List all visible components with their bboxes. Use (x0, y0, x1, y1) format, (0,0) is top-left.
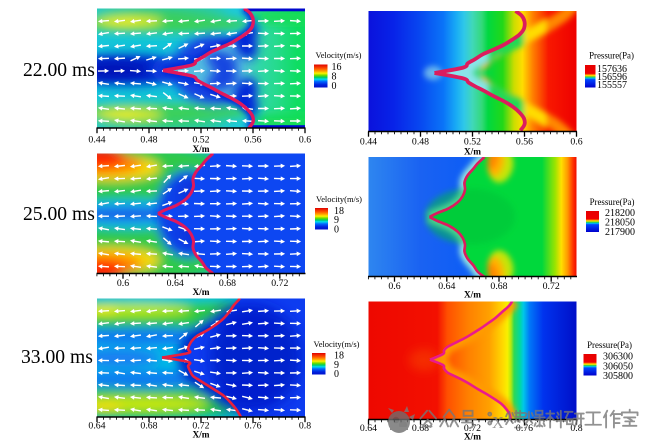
svg-text:0: 0 (334, 369, 339, 380)
svg-text:0.76: 0.76 (516, 423, 533, 434)
svg-text:X/m: X/m (464, 291, 481, 301)
svg-text:X/m: X/m (464, 148, 481, 158)
svg-text:0.52: 0.52 (192, 135, 209, 146)
svg-text:0.64: 0.64 (438, 281, 455, 292)
svg-text:0.6: 0.6 (388, 281, 400, 292)
svg-text:217900: 217900 (605, 227, 635, 238)
svg-text:0.48: 0.48 (412, 137, 429, 148)
svg-text:156596: 156596 (597, 72, 627, 83)
svg-text:0: 0 (334, 225, 339, 236)
svg-text:X/m: X/m (192, 431, 209, 441)
svg-text:8: 8 (332, 72, 337, 83)
svg-text:9: 9 (334, 215, 339, 226)
svg-text:218200: 218200 (605, 208, 635, 219)
svg-text:33.00 ms: 33.00 ms (21, 347, 93, 368)
svg-text:0.64: 0.64 (88, 421, 105, 432)
svg-text:0.8: 0.8 (299, 421, 311, 432)
svg-text:0.72: 0.72 (464, 423, 481, 434)
svg-text:0.72: 0.72 (543, 281, 560, 292)
svg-text:X/m: X/m (464, 433, 481, 443)
svg-text:0.72: 0.72 (192, 421, 209, 432)
svg-text:X/m: X/m (192, 145, 209, 155)
svg-text:0.48: 0.48 (140, 135, 157, 146)
svg-text:0: 0 (332, 81, 337, 92)
svg-text:0.52: 0.52 (464, 137, 481, 148)
svg-text:Pressure(Pa): Pressure(Pa) (590, 197, 635, 207)
svg-text:Velocity(m/s): Velocity(m/s) (314, 339, 360, 349)
svg-text:0.44: 0.44 (360, 137, 377, 148)
svg-text:0.68: 0.68 (490, 281, 507, 292)
svg-text:305800: 305800 (603, 371, 633, 382)
svg-text:16: 16 (332, 62, 342, 73)
svg-text:Velocity(m/s): Velocity(m/s) (316, 194, 362, 204)
svg-text:0.8: 0.8 (570, 423, 582, 434)
svg-text:0.6: 0.6 (570, 137, 582, 148)
svg-text:0.72: 0.72 (271, 278, 288, 289)
svg-text:0.6: 0.6 (117, 278, 129, 289)
svg-text:0.56: 0.56 (516, 137, 533, 148)
svg-text:18: 18 (334, 206, 344, 217)
svg-text:306050: 306050 (603, 361, 633, 372)
svg-text:0.64: 0.64 (167, 278, 184, 289)
svg-text:155557: 155557 (597, 80, 627, 91)
svg-text:0.68: 0.68 (412, 423, 429, 434)
svg-text:Pressure(Pa): Pressure(Pa) (589, 51, 634, 61)
svg-text:X/m: X/m (192, 288, 209, 298)
svg-text:0.64: 0.64 (360, 423, 377, 434)
svg-text:Velocity(m/s): Velocity(m/s) (316, 50, 362, 60)
svg-text:157636: 157636 (597, 64, 627, 75)
svg-text:0.68: 0.68 (219, 278, 236, 289)
svg-text:0.44: 0.44 (88, 135, 105, 146)
svg-text:0.56: 0.56 (244, 135, 261, 146)
svg-text:0.68: 0.68 (140, 421, 157, 432)
svg-text:Pressure(Pa): Pressure(Pa) (587, 340, 632, 350)
svg-text:25.00 ms: 25.00 ms (23, 204, 95, 225)
svg-text:306300: 306300 (603, 351, 633, 362)
svg-text:22.00 ms: 22.00 ms (23, 60, 95, 81)
svg-text:218050: 218050 (605, 218, 635, 229)
svg-text:9: 9 (334, 360, 339, 371)
svg-text:X: X (492, 413, 504, 432)
svg-text:0.76: 0.76 (244, 421, 261, 432)
svg-text:18: 18 (334, 351, 344, 362)
svg-text:0.6: 0.6 (299, 135, 311, 146)
